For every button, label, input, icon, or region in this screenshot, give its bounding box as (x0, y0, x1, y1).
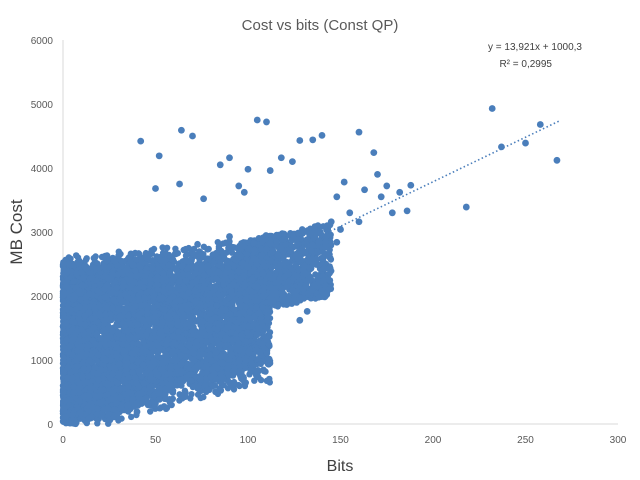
y-tick-label: 3000 (31, 228, 54, 239)
scatter-point (208, 337, 215, 344)
scatter-point (241, 382, 249, 390)
tick-labels: 0 50 100 150 200 250 3000100020003000400050006… (31, 36, 627, 446)
y-tick-label: 5000 (31, 100, 54, 111)
scatter-point (230, 256, 237, 263)
y-tick-label: 4000 (31, 164, 54, 175)
scatter-point (251, 377, 258, 384)
x-tick-label: 200 (425, 435, 442, 446)
scatter-point (73, 252, 80, 259)
x-tick-label: 100 (240, 435, 257, 446)
x-tick-label: 250 (517, 435, 534, 446)
y-tick-label: 2000 (31, 292, 54, 303)
scatter-point (88, 378, 96, 385)
x-tick-label: 150 (332, 435, 349, 446)
scatter-point (174, 250, 181, 257)
y-tick-label: 0 (47, 420, 53, 431)
y-tick-label: 6000 (31, 36, 54, 47)
x-tick-label: 50 (150, 435, 162, 446)
scatter-point (147, 408, 154, 415)
scatter-point (205, 245, 212, 253)
scatter-point (206, 268, 213, 275)
scatter-point (223, 249, 230, 256)
x-tick-label: 300 (610, 435, 627, 446)
scatter-point (204, 296, 212, 303)
scatter-point (92, 253, 99, 260)
scatter-point (159, 368, 167, 375)
scatter-point (194, 240, 201, 248)
scatter-point (142, 343, 149, 351)
x-tick-label: 0 (60, 435, 66, 446)
dense-point-cloud (59, 221, 335, 428)
scatter-point (174, 284, 182, 291)
scatter-point (260, 367, 267, 375)
chart-title: Cost vs bits (Const QP) (242, 17, 399, 34)
y-tick-label: 1000 (31, 356, 54, 367)
scatter-point (105, 410, 113, 417)
scatter-point (176, 397, 183, 404)
scatter-point (149, 257, 156, 264)
scatter-point (181, 393, 189, 400)
scatter-point (159, 244, 166, 251)
scatter-point (225, 372, 233, 379)
scatter-point (180, 246, 187, 254)
x-axis-title: Bits (327, 458, 354, 475)
y-axis-title: MB Cost (7, 199, 26, 264)
scatter-point (181, 387, 189, 394)
scatter-point (200, 393, 207, 401)
scatter-point (188, 257, 195, 264)
scatter-point (136, 250, 143, 258)
